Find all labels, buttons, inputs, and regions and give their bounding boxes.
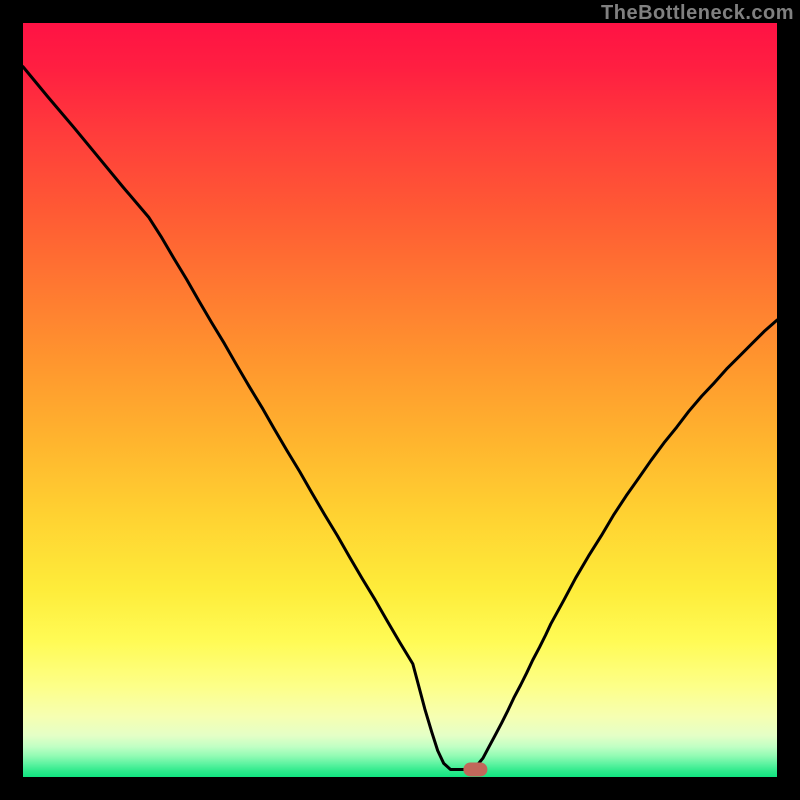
chart-stage: TheBottleneck.com [0, 0, 800, 800]
watermark-label: TheBottleneck.com [601, 2, 794, 25]
chart-background [23, 23, 777, 777]
optimal-marker [463, 762, 487, 776]
chart-plot [23, 23, 777, 777]
